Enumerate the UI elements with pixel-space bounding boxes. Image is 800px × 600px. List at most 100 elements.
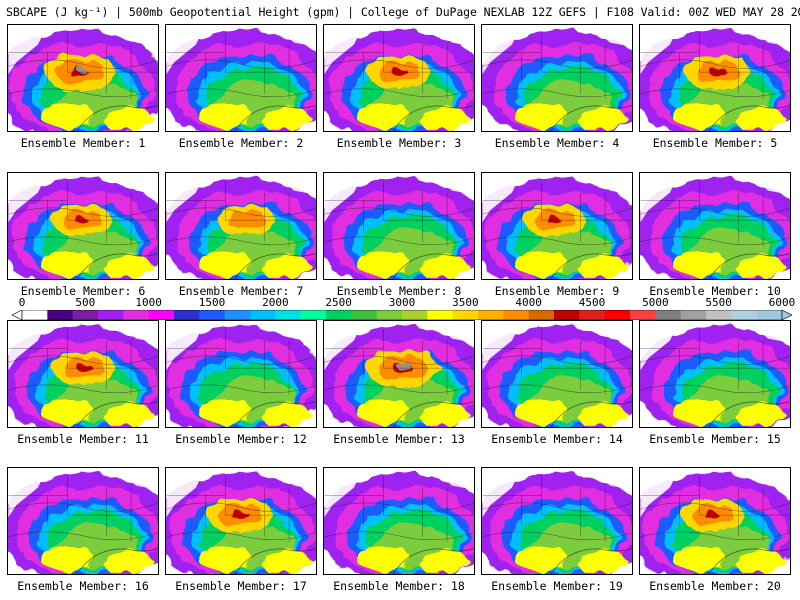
colorbar-scale	[12, 310, 792, 320]
state-borders	[166, 180, 316, 279]
ensemble-member-label: Ensemble Member: 2	[178, 136, 304, 150]
colorbar-swatch	[275, 310, 302, 320]
height-contours	[166, 207, 316, 246]
colorbar-swatch	[376, 310, 403, 320]
colorbar-swatch	[351, 310, 378, 320]
height-contours	[324, 502, 474, 541]
ensemble-member-label: Ensemble Member: 15	[649, 432, 781, 446]
colorbar-right-arrow	[781, 310, 792, 320]
ensemble-panel: Ensemble Member: 16	[7, 467, 159, 593]
ensemble-member-label: Ensemble Member: 10	[649, 284, 781, 298]
state-borders	[324, 328, 474, 427]
colorbar-swatch	[148, 310, 175, 320]
sbcape-map	[639, 172, 791, 280]
state-borders	[166, 475, 316, 574]
colorbar-swatch	[579, 310, 606, 320]
state-borders	[324, 180, 474, 279]
state-borders	[324, 475, 474, 574]
sbcape-map	[639, 320, 791, 428]
state-borders	[482, 180, 632, 279]
sbcape-map	[165, 467, 317, 575]
colorbar-swatch	[554, 310, 580, 320]
state-borders	[166, 328, 316, 427]
ensemble-panel: Ensemble Member: 4	[481, 24, 633, 150]
state-borders	[324, 32, 474, 131]
ensemble-member-label: Ensemble Member: 11	[17, 432, 149, 446]
ensemble-panel: Ensemble Member: 13	[323, 320, 475, 446]
sbcape-map	[165, 172, 317, 280]
state-borders	[8, 32, 158, 131]
colorbar-tick-label: 0	[18, 296, 26, 309]
state-borders	[166, 32, 316, 131]
ensemble-panel: Ensemble Member: 9	[481, 172, 633, 298]
ensemble-member-label: Ensemble Member: 1	[20, 136, 146, 150]
colorbar-ticks: 0 500 1000 1500 2000 2500 3000 3500 4000 4500 5000…	[12, 296, 796, 309]
sbcape-map	[165, 320, 317, 428]
height-contours	[166, 502, 316, 541]
ensemble-member-label: Ensemble Member: 3	[336, 136, 462, 150]
ensemble-panel: Ensemble Member: 11	[7, 320, 159, 446]
ensemble-panel: Ensemble Member: 5	[639, 24, 791, 150]
height-contours	[8, 355, 158, 394]
ensemble-panel: Ensemble Member: 17	[165, 467, 317, 593]
ensemble-panel: Ensemble Member: 20	[639, 467, 791, 593]
height-contours	[482, 502, 632, 541]
height-contours	[482, 59, 632, 98]
ensemble-panel: Ensemble Member: 10	[639, 172, 791, 298]
ensemble-member-label: Ensemble Member: 12	[175, 432, 307, 446]
colorbar-tick-label: 5500	[705, 296, 732, 309]
state-borders	[482, 328, 632, 427]
ensemble-member-label: Ensemble Member: 9	[494, 284, 620, 298]
colorbar-swatch	[503, 310, 530, 320]
height-contours	[640, 355, 790, 394]
ensemble-panel: Ensemble Member: 1	[7, 24, 159, 150]
ensemble-member-label: Ensemble Member: 18	[333, 579, 465, 593]
height-contours	[8, 59, 158, 98]
height-contours	[166, 355, 316, 394]
sbcape-map	[323, 172, 475, 280]
ensemble-panel: Ensemble Member: 6	[7, 172, 159, 298]
height-contours	[324, 207, 474, 246]
colorbar-swatch	[706, 310, 732, 320]
colorbar-swatch	[72, 310, 99, 320]
ensemble-member-label: Ensemble Member: 17	[175, 579, 307, 593]
height-contours	[324, 355, 474, 394]
ensemble-member-label: Ensemble Member: 7	[178, 284, 304, 298]
colorbar-swatch	[98, 310, 124, 320]
sbcape-map	[323, 24, 475, 132]
colorbar-swatch	[731, 310, 758, 320]
colorbar-swatch	[452, 310, 479, 320]
colorbar-swatch	[326, 310, 352, 320]
chart-title: SBCAPE (J kg⁻¹) | 500mb Geopotential Hei…	[6, 5, 800, 19]
colorbar-swatch	[300, 310, 327, 320]
height-contours	[324, 59, 474, 98]
ensemble-panel: Ensemble Member: 2	[165, 24, 317, 150]
colorbar-tick-label: 6000	[768, 296, 796, 309]
colorbar-tick-label: 2500	[325, 296, 352, 309]
colorbar-swatch	[22, 310, 48, 320]
sbcape-map	[7, 172, 159, 280]
ensemble-panel: Ensemble Member: 18	[323, 467, 475, 593]
ensemble-member-label: Ensemble Member: 16	[17, 579, 149, 593]
ensemble-member-label: Ensemble Member: 4	[494, 136, 620, 150]
ensemble-member-label: Ensemble Member: 14	[491, 432, 623, 446]
colorbar-tick-label: 500	[75, 296, 96, 309]
sbcape-map	[481, 172, 633, 280]
height-contours	[640, 59, 790, 98]
colorbar-swatch	[756, 310, 783, 320]
height-contours	[8, 207, 158, 246]
height-contours	[482, 355, 632, 394]
state-borders	[482, 475, 632, 574]
ensemble-member-label: Ensemble Member: 13	[333, 432, 465, 446]
state-borders	[640, 328, 790, 427]
state-borders	[482, 32, 632, 131]
state-borders	[8, 180, 158, 279]
state-borders	[640, 32, 790, 131]
state-borders	[8, 475, 158, 574]
colorbar-tick-label: 5000	[642, 296, 669, 309]
ensemble-member-label: Ensemble Member: 8	[336, 284, 462, 298]
ensemble-panel: Ensemble Member: 7	[165, 172, 317, 298]
colorbar-swatch	[174, 310, 200, 320]
height-contours	[640, 502, 790, 541]
ensemble-panel: Ensemble Member: 3	[323, 24, 475, 150]
